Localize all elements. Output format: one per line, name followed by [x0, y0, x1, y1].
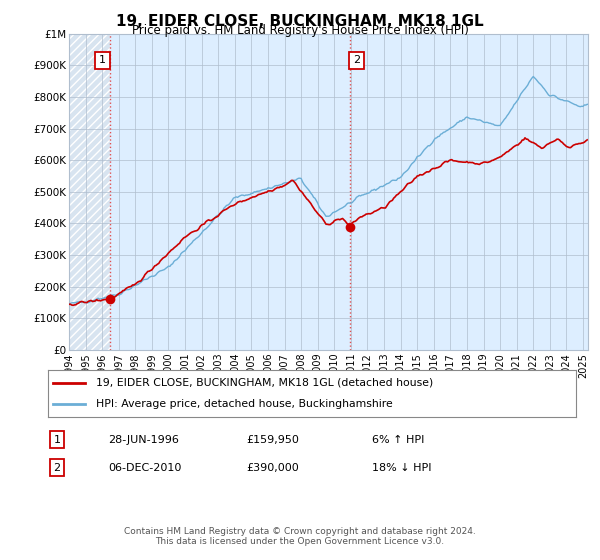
Bar	[69, 34, 110, 350]
Text: 18% ↓ HPI: 18% ↓ HPI	[372, 463, 431, 473]
Text: 6% ↑ HPI: 6% ↑ HPI	[372, 435, 424, 445]
Text: 2: 2	[353, 55, 360, 66]
Text: £390,000: £390,000	[246, 463, 299, 473]
Text: 19, EIDER CLOSE, BUCKINGHAM, MK18 1GL: 19, EIDER CLOSE, BUCKINGHAM, MK18 1GL	[116, 14, 484, 29]
Text: Contains HM Land Registry data © Crown copyright and database right 2024.
This d: Contains HM Land Registry data © Crown c…	[124, 526, 476, 546]
Text: 28-JUN-1996: 28-JUN-1996	[108, 435, 179, 445]
Text: 19, EIDER CLOSE, BUCKINGHAM, MK18 1GL (detached house): 19, EIDER CLOSE, BUCKINGHAM, MK18 1GL (d…	[95, 378, 433, 388]
Text: £159,950: £159,950	[246, 435, 299, 445]
Text: 1: 1	[98, 55, 106, 66]
Text: 2: 2	[53, 463, 61, 473]
Text: 1: 1	[53, 435, 61, 445]
Text: Price paid vs. HM Land Registry's House Price Index (HPI): Price paid vs. HM Land Registry's House …	[131, 24, 469, 36]
Text: 06-DEC-2010: 06-DEC-2010	[108, 463, 181, 473]
Text: HPI: Average price, detached house, Buckinghamshire: HPI: Average price, detached house, Buck…	[95, 399, 392, 409]
